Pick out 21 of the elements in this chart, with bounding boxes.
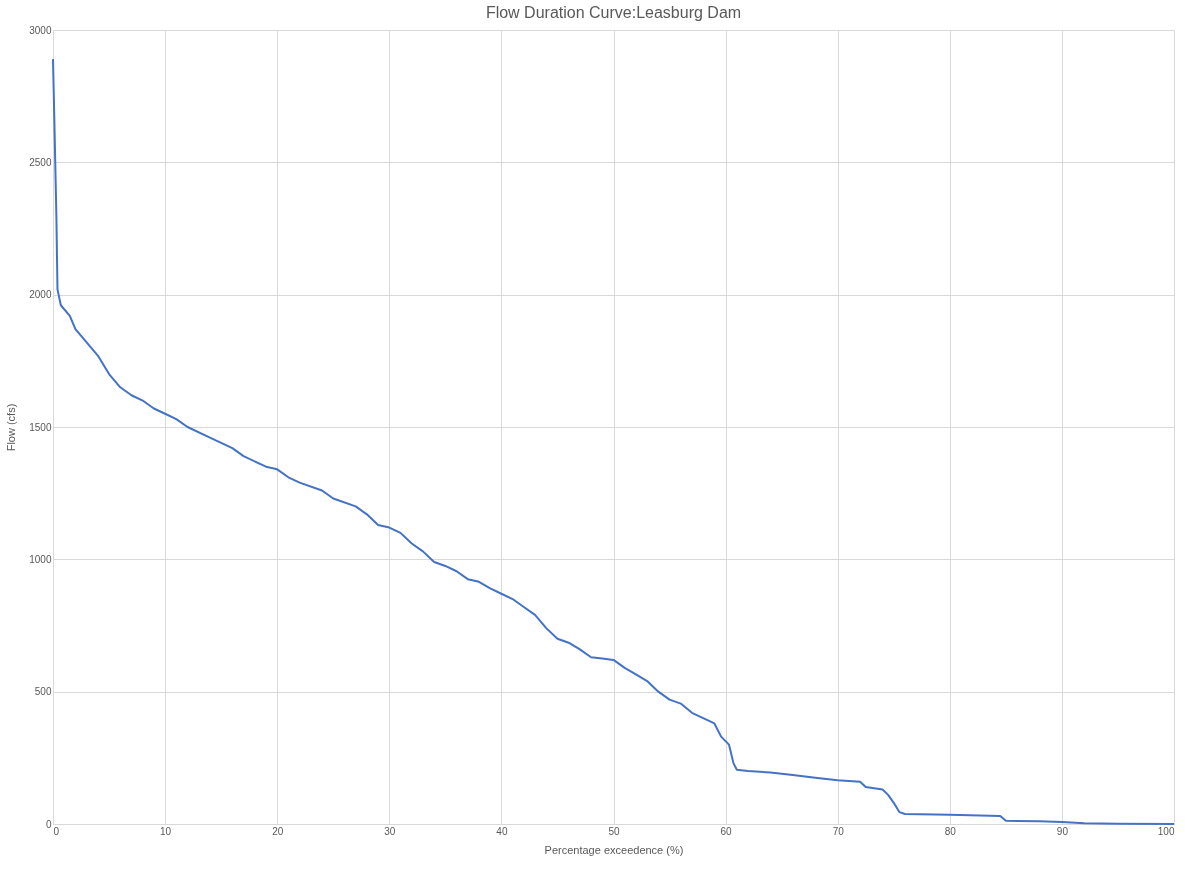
y-tick-label: 2000 bbox=[29, 289, 52, 301]
y-tick-label: 1000 bbox=[29, 553, 52, 565]
x-tick-label: 50 bbox=[608, 825, 620, 837]
x-tick-label: 0 bbox=[53, 825, 60, 837]
x-tick-label: 90 bbox=[1056, 825, 1069, 837]
y-tick-label: 500 bbox=[34, 686, 52, 698]
chart-title: Flow Duration Curve:Leasburg Dam bbox=[485, 4, 742, 21]
y-axis-title: Flow (cfs) bbox=[5, 403, 18, 452]
y-tick-label: 3000 bbox=[29, 24, 52, 36]
x-tick-label: 60 bbox=[720, 825, 733, 837]
y-tick-label: 2500 bbox=[29, 156, 52, 168]
x-tick-label: 10 bbox=[160, 825, 172, 837]
x-axis-title: Percentage exceedence (%) bbox=[544, 843, 684, 856]
x-tick-label: 70 bbox=[832, 825, 845, 837]
line-series bbox=[52, 58, 1175, 825]
x-tick-label: 20 bbox=[272, 825, 284, 837]
x-tick-label: 40 bbox=[496, 825, 508, 837]
y-tick-label: 1500 bbox=[29, 421, 52, 433]
x-tick-label: 80 bbox=[944, 825, 957, 837]
x-tick-label: 30 bbox=[384, 825, 396, 837]
x-tick-label: 100 bbox=[1157, 825, 1175, 837]
